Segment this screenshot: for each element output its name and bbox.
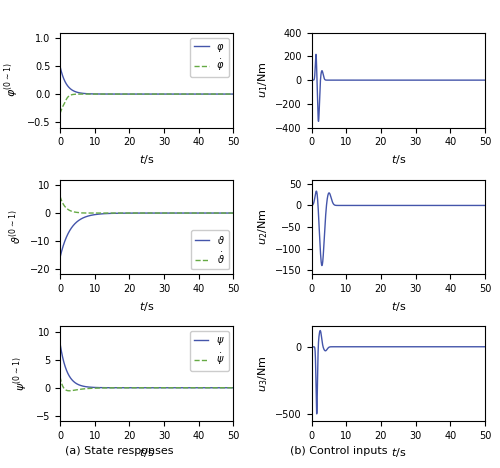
- Y-axis label: $\varphi^{(0\sim1)}$: $\varphi^{(0\sim1)}$: [2, 63, 21, 97]
- X-axis label: $t$/s: $t$/s: [139, 300, 154, 313]
- Text: (a) State responses: (a) State responses: [65, 446, 174, 456]
- X-axis label: $t$/s: $t$/s: [139, 446, 154, 460]
- X-axis label: $t$/s: $t$/s: [390, 153, 406, 166]
- Legend: $\psi$, $\dot{\psi}$: $\psi$, $\dot{\psi}$: [190, 331, 228, 371]
- X-axis label: $t$/s: $t$/s: [390, 300, 406, 313]
- Legend: $\vartheta$, $\dot{\vartheta}$: $\vartheta$, $\dot{\vartheta}$: [190, 230, 228, 270]
- Y-axis label: $u_3$/Nm: $u_3$/Nm: [256, 356, 270, 392]
- Legend: $\varphi$, $\dot{\varphi}$: $\varphi$, $\dot{\varphi}$: [190, 37, 228, 77]
- Y-axis label: $\vartheta^{(0\sim1)}$: $\vartheta^{(0\sim1)}$: [8, 210, 24, 244]
- Y-axis label: $u_1$/Nm: $u_1$/Nm: [256, 62, 270, 98]
- Y-axis label: $\psi^{(0\sim1)}$: $\psi^{(0\sim1)}$: [12, 357, 30, 391]
- Text: (b) Control inputs: (b) Control inputs: [290, 446, 388, 456]
- X-axis label: $t$/s: $t$/s: [139, 153, 154, 166]
- X-axis label: $t$/s: $t$/s: [390, 446, 406, 460]
- Y-axis label: $u_2$/Nm: $u_2$/Nm: [256, 209, 270, 245]
